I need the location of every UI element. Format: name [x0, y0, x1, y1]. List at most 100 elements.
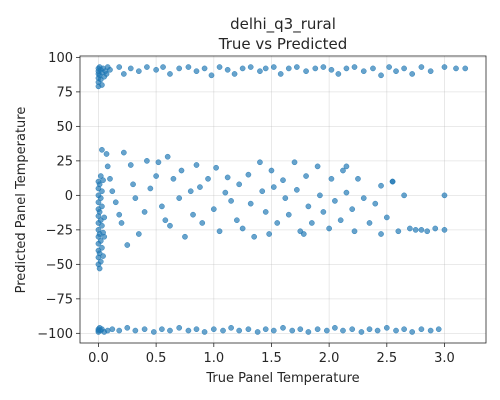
data-point — [99, 203, 105, 210]
data-point — [282, 195, 289, 201]
data-point — [335, 71, 342, 77]
data-point — [170, 175, 177, 182]
data-point — [208, 72, 215, 79]
data-point — [141, 326, 148, 333]
data-point — [220, 327, 226, 334]
data-point — [401, 192, 407, 199]
data-point — [97, 258, 104, 265]
data-point — [245, 326, 252, 333]
data-point — [259, 188, 266, 195]
data-point — [185, 64, 192, 70]
data-point — [190, 211, 196, 218]
data-point — [320, 209, 327, 215]
y-tick-label: 0 — [65, 189, 73, 204]
data-point — [99, 82, 105, 88]
data-point — [308, 220, 315, 226]
data-point — [378, 182, 384, 189]
data-point — [112, 199, 119, 206]
data-point — [159, 326, 165, 333]
data-point — [96, 181, 103, 188]
data-point — [120, 71, 127, 77]
data-point — [197, 184, 203, 190]
data-point — [109, 326, 116, 333]
data-point — [99, 188, 105, 195]
data-point — [120, 149, 127, 156]
data-point — [236, 181, 243, 188]
data-point — [343, 163, 350, 170]
y-tick-label: 25 — [56, 154, 73, 169]
data-point — [340, 167, 346, 174]
data-point — [178, 167, 185, 174]
data-point — [305, 329, 312, 335]
data-point — [97, 238, 104, 244]
data-point — [409, 71, 416, 77]
data-point — [107, 66, 113, 73]
data-point — [167, 327, 173, 334]
x-tick-label: 2.0 — [319, 351, 340, 366]
data-point — [103, 151, 110, 157]
plot-frame — [79, 55, 487, 344]
data-point — [162, 217, 169, 224]
data-point — [199, 220, 206, 226]
data-point — [441, 192, 448, 199]
data-point — [305, 203, 312, 210]
data-point — [323, 327, 330, 334]
data-point — [144, 64, 150, 70]
data-point — [124, 242, 131, 248]
data-point — [372, 200, 379, 207]
data-point — [370, 65, 376, 72]
data-point — [328, 66, 335, 73]
data-point — [193, 162, 200, 168]
data-point — [109, 188, 116, 195]
data-point — [441, 64, 448, 70]
data-point — [285, 65, 292, 72]
data-point — [349, 326, 356, 333]
data-point — [291, 159, 298, 166]
data-point — [210, 206, 217, 213]
data-point — [107, 175, 113, 182]
data-point — [383, 324, 390, 331]
data-point — [427, 327, 434, 334]
data-point — [118, 220, 125, 226]
x-tick-label: 0.5 — [146, 351, 167, 366]
data-point — [187, 188, 194, 195]
data-point — [401, 65, 407, 72]
data-point — [239, 65, 246, 72]
data-point — [262, 326, 269, 333]
data-point — [297, 326, 304, 333]
data-point — [116, 327, 123, 334]
y-tick-label: 75 — [56, 85, 73, 100]
chart-subtitle: True vs Predicted — [218, 35, 348, 53]
data-point — [216, 64, 223, 70]
data-point — [343, 65, 350, 72]
data-point — [104, 163, 111, 170]
data-point — [239, 225, 246, 232]
data-point — [257, 68, 263, 75]
data-point — [135, 68, 142, 75]
data-point — [270, 327, 277, 334]
data-point — [332, 198, 338, 204]
data-point — [332, 324, 338, 331]
data-points — [95, 64, 469, 335]
data-point — [228, 198, 234, 204]
data-point — [210, 326, 217, 333]
data-point — [312, 65, 319, 72]
data-point — [320, 64, 327, 70]
data-point — [435, 326, 442, 333]
data-point — [409, 329, 416, 335]
data-point — [328, 175, 335, 182]
data-point — [293, 64, 300, 70]
x-tick-label: 1.0 — [203, 351, 224, 366]
data-point — [96, 209, 103, 215]
data-point — [100, 253, 106, 259]
data-point — [254, 329, 261, 335]
data-point — [360, 68, 367, 75]
data-point — [153, 66, 159, 73]
data-point — [132, 327, 139, 334]
data-point — [234, 217, 240, 224]
chart-title: delhi_q3_rural — [230, 15, 336, 34]
y-axis-label: Predicted Panel Temperature — [14, 107, 29, 294]
data-point — [182, 233, 188, 240]
data-point — [103, 71, 110, 77]
